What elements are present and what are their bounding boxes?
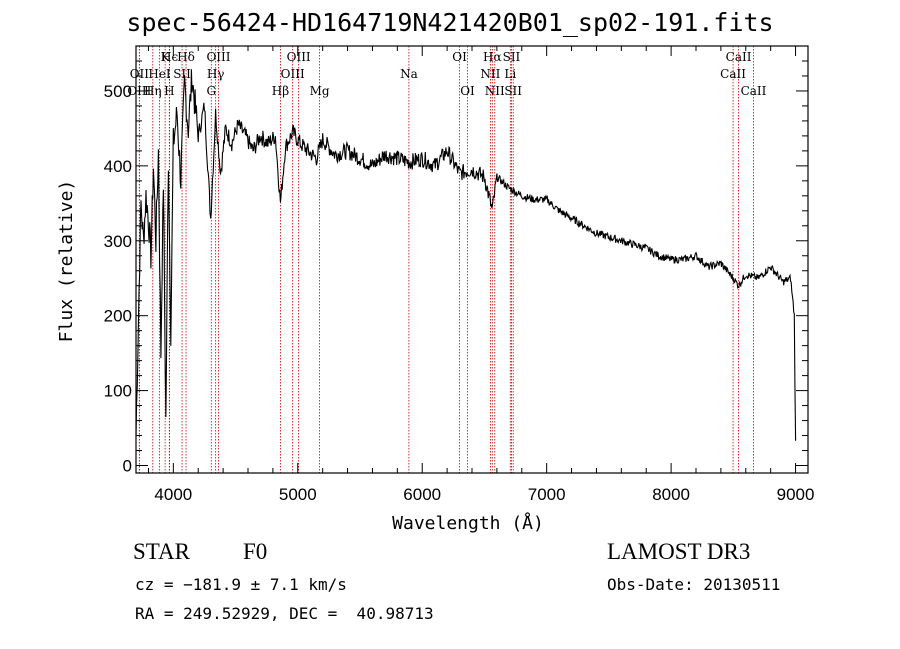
line-label: OIII <box>287 50 311 64</box>
line-label: CaII <box>741 84 767 98</box>
line-label: K <box>161 50 171 64</box>
line-label: G <box>206 84 216 98</box>
tick-label: 400 <box>104 157 132 176</box>
tick-label: 0 <box>123 457 132 476</box>
line-label: Hϵ <box>161 50 178 64</box>
plot-frame <box>135 45 809 474</box>
tick-label: 100 <box>104 382 132 401</box>
line-label: OIII <box>206 50 230 64</box>
line-label: Hβ <box>272 84 289 98</box>
redshift-value: cz = −181.9 ± 7.1 km/s <box>135 575 347 594</box>
line-label: OIII <box>281 67 305 81</box>
axis-ticks: 4000 5000 6000 7000 8000 9000 0 100 200 300 400 500 <box>104 46 815 504</box>
line-label: OII <box>130 67 150 81</box>
line-label: SII <box>504 84 522 98</box>
line-label: Li <box>504 67 516 81</box>
line-label: Hη <box>144 84 162 98</box>
line-label: Hγ <box>207 67 225 81</box>
tick-label: 200 <box>104 307 132 326</box>
line-label: OI <box>460 84 475 98</box>
line-label: HeI <box>148 67 171 81</box>
line-label: NII <box>480 67 500 81</box>
line-label: CaII <box>726 50 752 64</box>
object-subclass: F0 <box>243 539 268 564</box>
line-label: OI <box>452 50 467 64</box>
line-label: Na <box>400 67 418 81</box>
y-axis-label: Flux (relative) <box>56 180 77 343</box>
x-axis-label: Wavelength (Å) <box>392 512 544 534</box>
tick-label: 6000 <box>403 485 441 504</box>
line-label: SII <box>173 67 191 81</box>
spectrum-line <box>135 69 797 441</box>
coordinates: RA = 249.52929, DEC = 40.98713 <box>135 604 434 623</box>
line-label: CaII <box>720 67 746 81</box>
tick-label: 300 <box>104 232 132 251</box>
tick-label: 4000 <box>154 485 192 504</box>
survey-name: LAMOST DR3 <box>607 539 751 564</box>
tick-label: 7000 <box>528 485 566 504</box>
observation-date: Obs-Date: 20130511 <box>607 575 781 594</box>
line-label: Hδ <box>177 50 195 64</box>
line-label: H <box>164 84 174 98</box>
line-label: Mg <box>310 84 330 98</box>
tick-label: 8000 <box>652 485 690 504</box>
line-label: Hα <box>483 50 502 64</box>
tick-label: 5000 <box>279 485 317 504</box>
tick-label: 500 <box>104 82 132 101</box>
line-label: SII <box>503 50 521 64</box>
line-label: NII <box>485 84 505 98</box>
chart-title: spec-56424-HD164719N421420B01_sp02-191.f… <box>126 8 774 37</box>
tick-label: 9000 <box>777 485 815 504</box>
object-type: STAR <box>133 539 190 564</box>
